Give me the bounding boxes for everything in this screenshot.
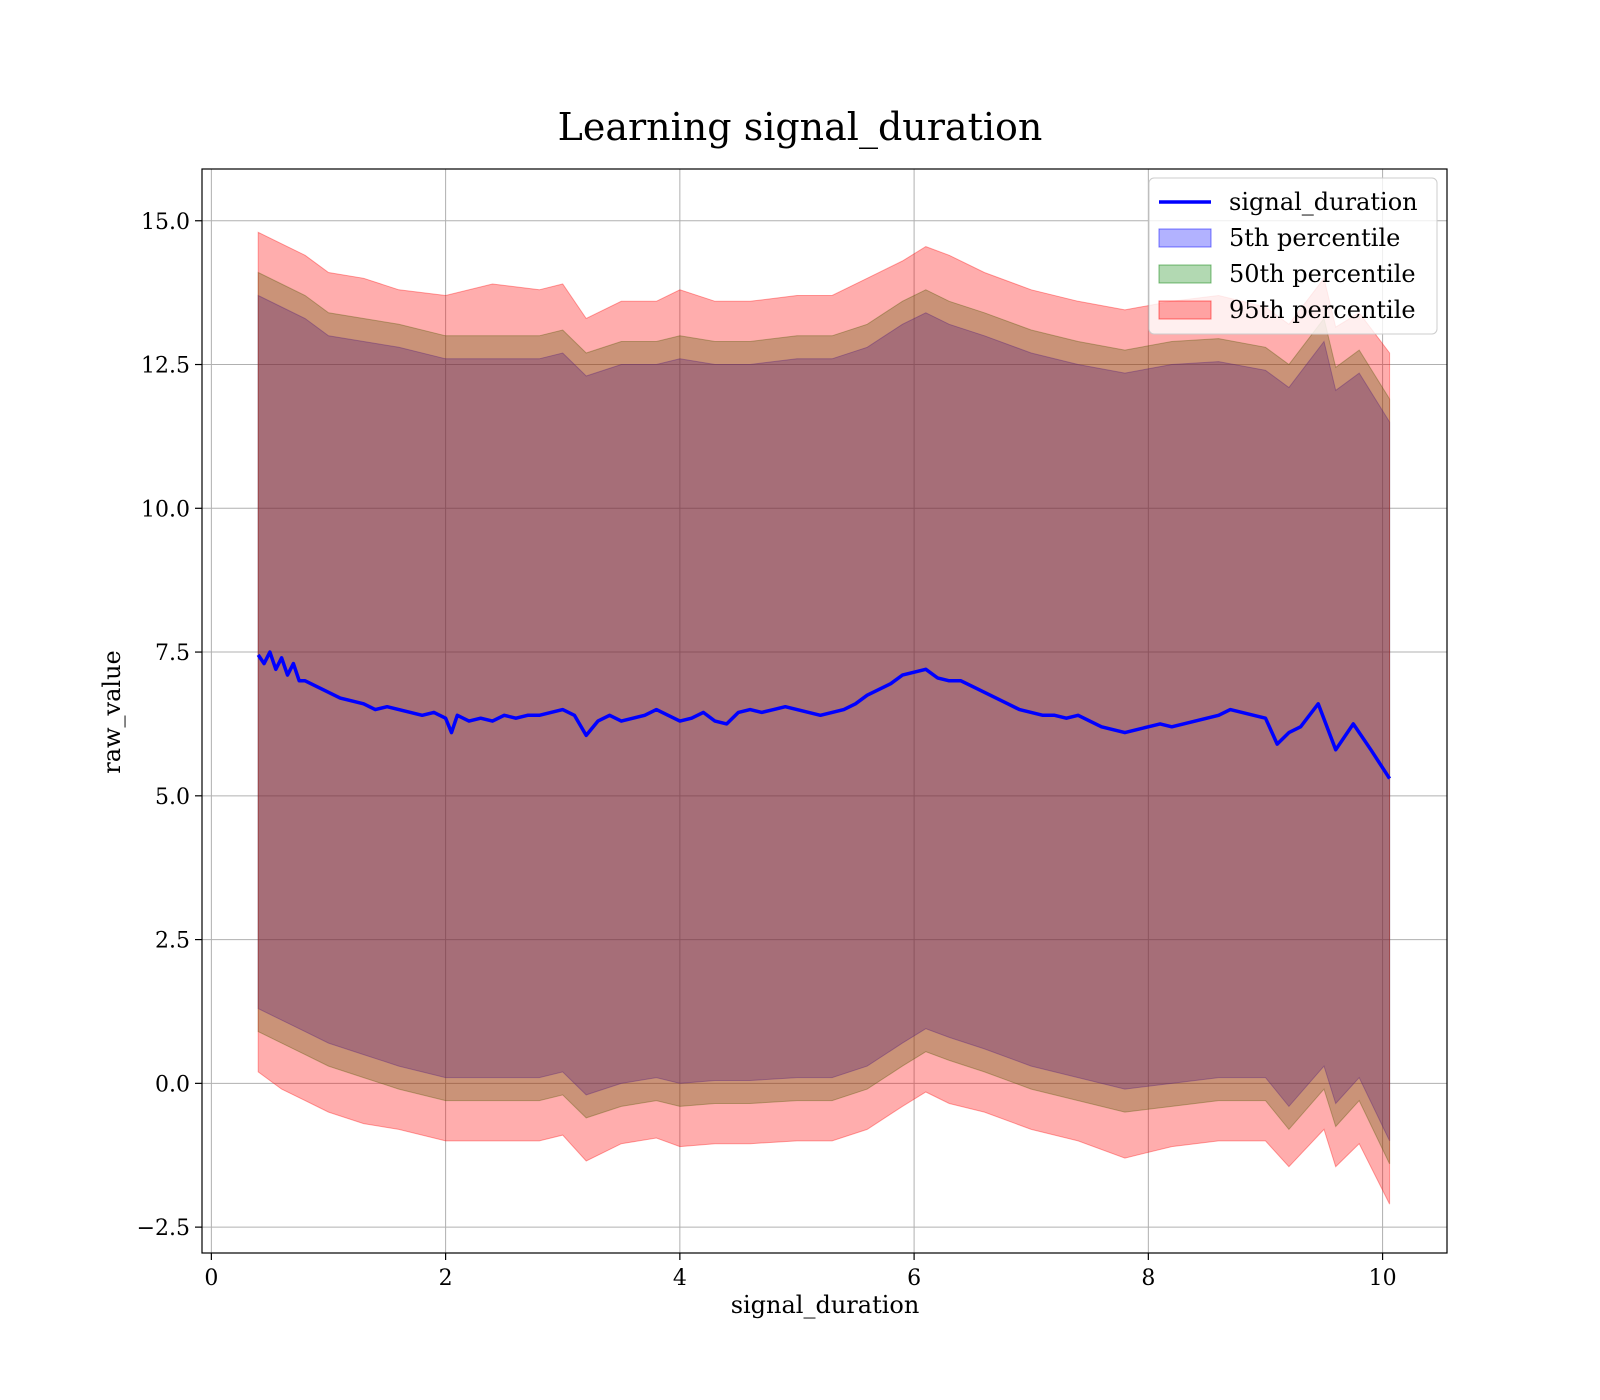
- legend-label-50th-percentile: 50th percentile: [1229, 260, 1416, 288]
- x-axis-label: signal_duration: [731, 1291, 920, 1319]
- y-tick-label-4: 7.5: [155, 641, 190, 666]
- y-tick-label-2: 2.5: [155, 929, 190, 954]
- x-tick-label-0: 0: [204, 1266, 218, 1291]
- y-tick-label-6: 12.5: [141, 354, 190, 379]
- y-tick-label-3: 5.0: [155, 785, 190, 810]
- band-50th-percentile: [257, 271, 1391, 1165]
- band-95th-percentile: [257, 231, 1391, 1205]
- legend: signal_duration 5th percentile 50th percen…: [1148, 177, 1438, 335]
- legend-swatch-1: [1158, 264, 1212, 284]
- x-tick-label-5: 10: [1369, 1266, 1397, 1291]
- x-tick-label-1: 2: [439, 1266, 453, 1291]
- y-tick-label-5: 10.0: [141, 497, 190, 522]
- legend-box: [1148, 177, 1438, 335]
- y-tick-label-1: 0.0: [155, 1072, 190, 1097]
- series-line-signal-duration: [256, 650, 1392, 780]
- y-tick-label-7: 15.0: [141, 210, 190, 235]
- x-tick-label-3: 6: [907, 1266, 921, 1291]
- axes-frame: [201, 168, 1448, 1254]
- x-tick-label-2: 4: [673, 1266, 687, 1291]
- band-5th-percentile: [257, 294, 1391, 1142]
- y-axis-label: raw_value: [98, 650, 126, 774]
- legend-swatch-2: [1158, 300, 1212, 320]
- plot-area: 0 2 4 6 8 10 −2.5 0.0 2.5 5.0 7.5 10.0 12.5 15.0 signa…: [137, 168, 1448, 1291]
- legend-label-95th-percentile: 95th percentile: [1229, 296, 1416, 324]
- legend-swatch-0: [1158, 228, 1212, 248]
- chart-title: Learning signal_duration: [558, 105, 1043, 150]
- y-tick-label-0: −2.5: [137, 1216, 190, 1241]
- x-tick-label-4: 8: [1141, 1266, 1155, 1291]
- legend-label-5th-percentile: 5th percentile: [1229, 224, 1400, 252]
- legend-label-signal-duration: signal_duration: [1229, 188, 1418, 216]
